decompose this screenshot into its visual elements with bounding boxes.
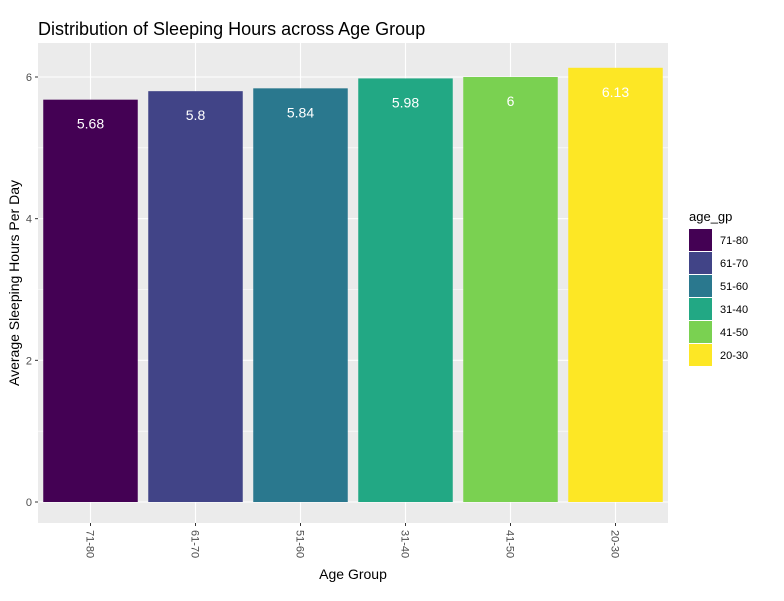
- legend-label-51-60: 51-60: [720, 281, 748, 293]
- bar-61-70: [148, 91, 243, 503]
- bar-51-60: [253, 88, 348, 502]
- y-axis-title: Average Sleeping Hours Per Day: [6, 180, 22, 386]
- data-label-20-30: 6.13: [602, 84, 629, 100]
- y-axis-ticks: 0 2 4 6: [26, 72, 38, 509]
- y-tick-label: 4: [26, 214, 32, 226]
- legend-label-41-50: 41-50: [720, 327, 748, 339]
- x-tick-label: 20-30: [609, 530, 621, 558]
- legend: age_gp 71-80 61-70 51-60 31-40 41-50 20-30: [689, 209, 748, 366]
- legend-swatch-31-40: [689, 298, 712, 320]
- data-label-31-40: 5.98: [392, 94, 419, 110]
- legend-swatch-61-70: [689, 252, 712, 274]
- data-label-71-80: 5.68: [77, 116, 104, 132]
- data-label-41-50: 6: [507, 93, 515, 109]
- legend-swatch-71-80: [689, 229, 712, 251]
- x-tick-label: 41-50: [504, 530, 516, 558]
- x-tick-label: 71-80: [84, 530, 96, 558]
- x-axis-ticks: 71-80 61-70 51-60 31-40 41-50 20-30: [84, 523, 621, 558]
- legend-swatch-20-30: [689, 344, 712, 366]
- legend-label-61-70: 61-70: [720, 258, 748, 270]
- chart-title: Distribution of Sleeping Hours across Ag…: [38, 19, 425, 39]
- x-tick-label: 51-60: [294, 530, 306, 558]
- x-tick-label: 61-70: [189, 530, 201, 558]
- x-tick-label: 31-40: [399, 530, 411, 558]
- legend-swatch-51-60: [689, 275, 712, 297]
- bar-20-30: [568, 67, 663, 503]
- bar-41-50: [463, 77, 558, 502]
- y-tick-label: 6: [26, 72, 32, 84]
- bars: [43, 67, 663, 503]
- bar-71-80: [43, 99, 138, 503]
- bar-31-40: [358, 78, 453, 503]
- plot-panel: [38, 43, 668, 523]
- data-labels: 5.68 5.8 5.84 5.98 6 6.13: [77, 84, 629, 132]
- legend-swatch-41-50: [689, 321, 712, 343]
- legend-label-20-30: 20-30: [720, 350, 748, 362]
- y-tick-label: 2: [26, 355, 32, 367]
- legend-label-31-40: 31-40: [720, 304, 748, 316]
- data-label-61-70: 5.8: [186, 107, 206, 123]
- x-axis-title: Age Group: [319, 566, 387, 582]
- legend-label-71-80: 71-80: [720, 235, 748, 247]
- legend-title: age_gp: [689, 209, 732, 224]
- data-label-51-60: 5.84: [287, 104, 314, 120]
- y-tick-label: 0: [26, 497, 32, 509]
